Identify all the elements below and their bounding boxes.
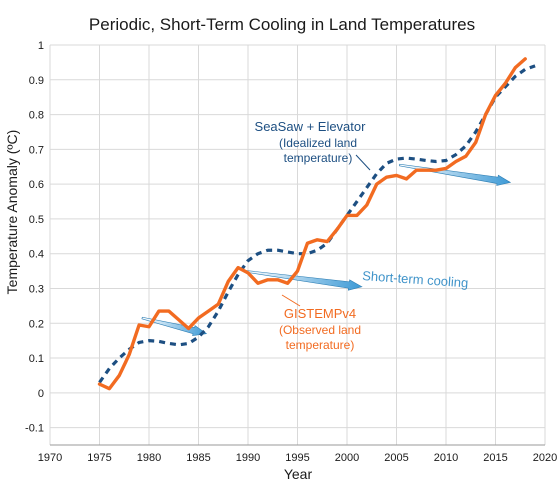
y-tick-label: -0.1	[25, 423, 44, 435]
cooling-trend-arrow	[141, 316, 208, 337]
y-tick-labels: 1 0.9 0.8 0.7 0.6 0.5 0.4 0.3 0.2 0.1 0 -0.1	[25, 40, 44, 435]
model-desc-line-1: (Idealized land	[279, 136, 357, 150]
cooling-label: Short-term cooling	[362, 268, 469, 290]
observed-desc-line-2: temperature)	[286, 338, 355, 352]
y-axis-label: Temperature Anomaly (ºC)	[4, 130, 20, 295]
x-tick-label: 2015	[483, 452, 507, 464]
cooling-arrow-shape	[243, 269, 363, 291]
observed-name-label: GISTEMPv4	[284, 306, 356, 321]
cooling-arrow-shape	[141, 316, 208, 337]
x-tick-label: 2000	[335, 452, 359, 464]
y-tick-label: 0.9	[29, 75, 44, 87]
y-tick-label: 0.4	[29, 249, 44, 261]
annotation-leader-lines	[281, 154, 371, 307]
x-tick-labels: 1970 1975 1980 1985 1990 1995 2000 2005 2010 2015…	[38, 452, 557, 464]
y-tick-label: 1	[38, 40, 44, 52]
y-tick-label: 0.2	[29, 318, 44, 330]
observed-desc-line-1: (Observed land	[279, 323, 361, 337]
x-tick-label: 1985	[186, 452, 210, 464]
cooling-arrow-shape	[399, 163, 512, 186]
y-tick-label: 0.8	[29, 110, 44, 122]
x-tick-label: 1980	[137, 452, 161, 464]
x-tick-label: 2010	[434, 452, 458, 464]
x-axis-label: Year	[284, 466, 313, 482]
x-tick-label: 1975	[87, 452, 111, 464]
observed-series-line	[97, 57, 527, 391]
x-tick-label: 1990	[236, 452, 260, 464]
x-tick-label: 1970	[38, 452, 62, 464]
chart-title: Periodic, Short-Term Cooling in Land Tem…	[89, 15, 475, 34]
grid	[49, 44, 546, 445]
observed-leader-line	[281, 294, 301, 307]
y-tick-label: 0	[38, 388, 44, 400]
y-tick-label: 0.6	[29, 179, 44, 191]
cooling-trend-arrow	[243, 269, 363, 291]
x-tick-label: 2020	[533, 452, 557, 464]
series-lines	[97, 57, 536, 391]
cooling-trend-arrow	[399, 163, 512, 186]
y-tick-label: 0.5	[29, 214, 44, 226]
model-leader-line	[355, 154, 371, 171]
model-name-label: SeaSaw + Elevator	[255, 119, 367, 134]
x-tick-label: 2005	[384, 452, 408, 464]
model-desc-line-2: temperature)	[284, 151, 353, 165]
x-tick-label: 1995	[285, 452, 309, 464]
y-tick-label: 0.3	[29, 283, 44, 295]
y-tick-label: 0.7	[29, 144, 44, 156]
model-series-line	[98, 64, 536, 384]
y-tick-label: 0.1	[29, 353, 44, 365]
